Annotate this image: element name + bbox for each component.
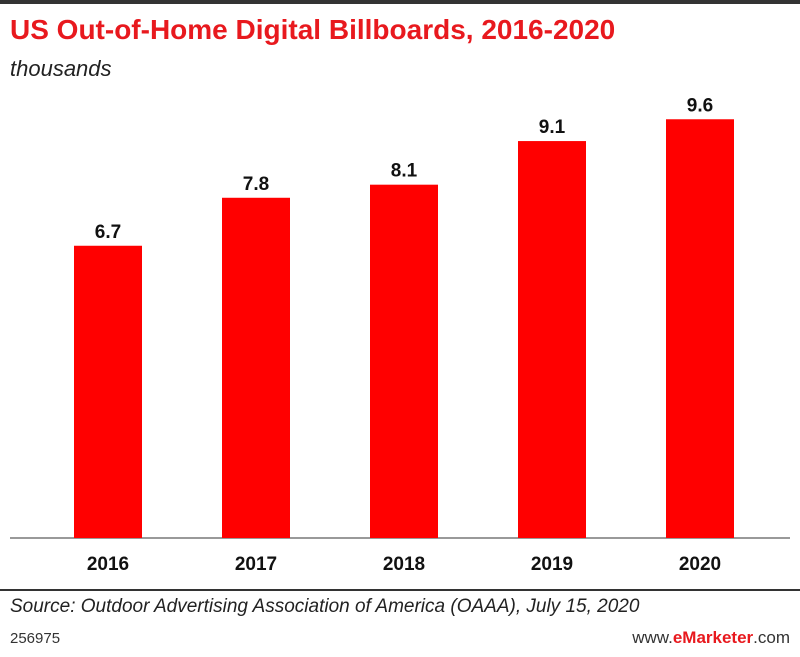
x-tick-label-2017: 2017 <box>235 554 277 575</box>
brand-logo[interactable]: www.eMarketer.com <box>632 628 790 648</box>
chart-title: US Out-of-Home Digital Billboards, 2016-… <box>10 14 616 45</box>
bar-value-label-2016: 6.7 <box>95 222 121 243</box>
bar-2017 <box>222 197 290 538</box>
brand-name: eMarketer <box>672 628 754 647</box>
x-tick-label-2018: 2018 <box>383 554 425 575</box>
bar-value-label-2018: 8.1 <box>391 161 418 182</box>
chart-id: 256975 <box>10 630 61 647</box>
bar-value-label-2020: 9.6 <box>687 95 713 116</box>
bar-group: 6.7 2016 7.8 2017 8.1 2018 9.1 2019 9.6 2020 <box>74 95 734 575</box>
bar-2019 <box>518 141 586 539</box>
x-tick-label-2016: 2016 <box>87 554 129 575</box>
bar-value-label-2019: 9.1 <box>539 117 566 138</box>
bar-2018 <box>370 184 438 538</box>
x-tick-label-2020: 2020 <box>679 554 721 575</box>
bar-2016 <box>74 245 142 538</box>
top-rule <box>0 0 800 4</box>
footer-divider <box>0 589 800 591</box>
bar-value-label-2017: 7.8 <box>243 174 269 195</box>
bar-2020 <box>666 119 734 538</box>
bar-chart: 6.7 2016 7.8 2017 8.1 2018 9.1 2019 9.6 2020 <box>10 95 790 575</box>
brand-suffix: .com <box>753 628 790 647</box>
chart-subtitle: thousands <box>10 56 112 81</box>
brand-prefix: www. <box>632 628 673 647</box>
x-tick-label-2019: 2019 <box>531 554 573 575</box>
source-note: Source: Outdoor Advertising Association … <box>10 596 640 617</box>
